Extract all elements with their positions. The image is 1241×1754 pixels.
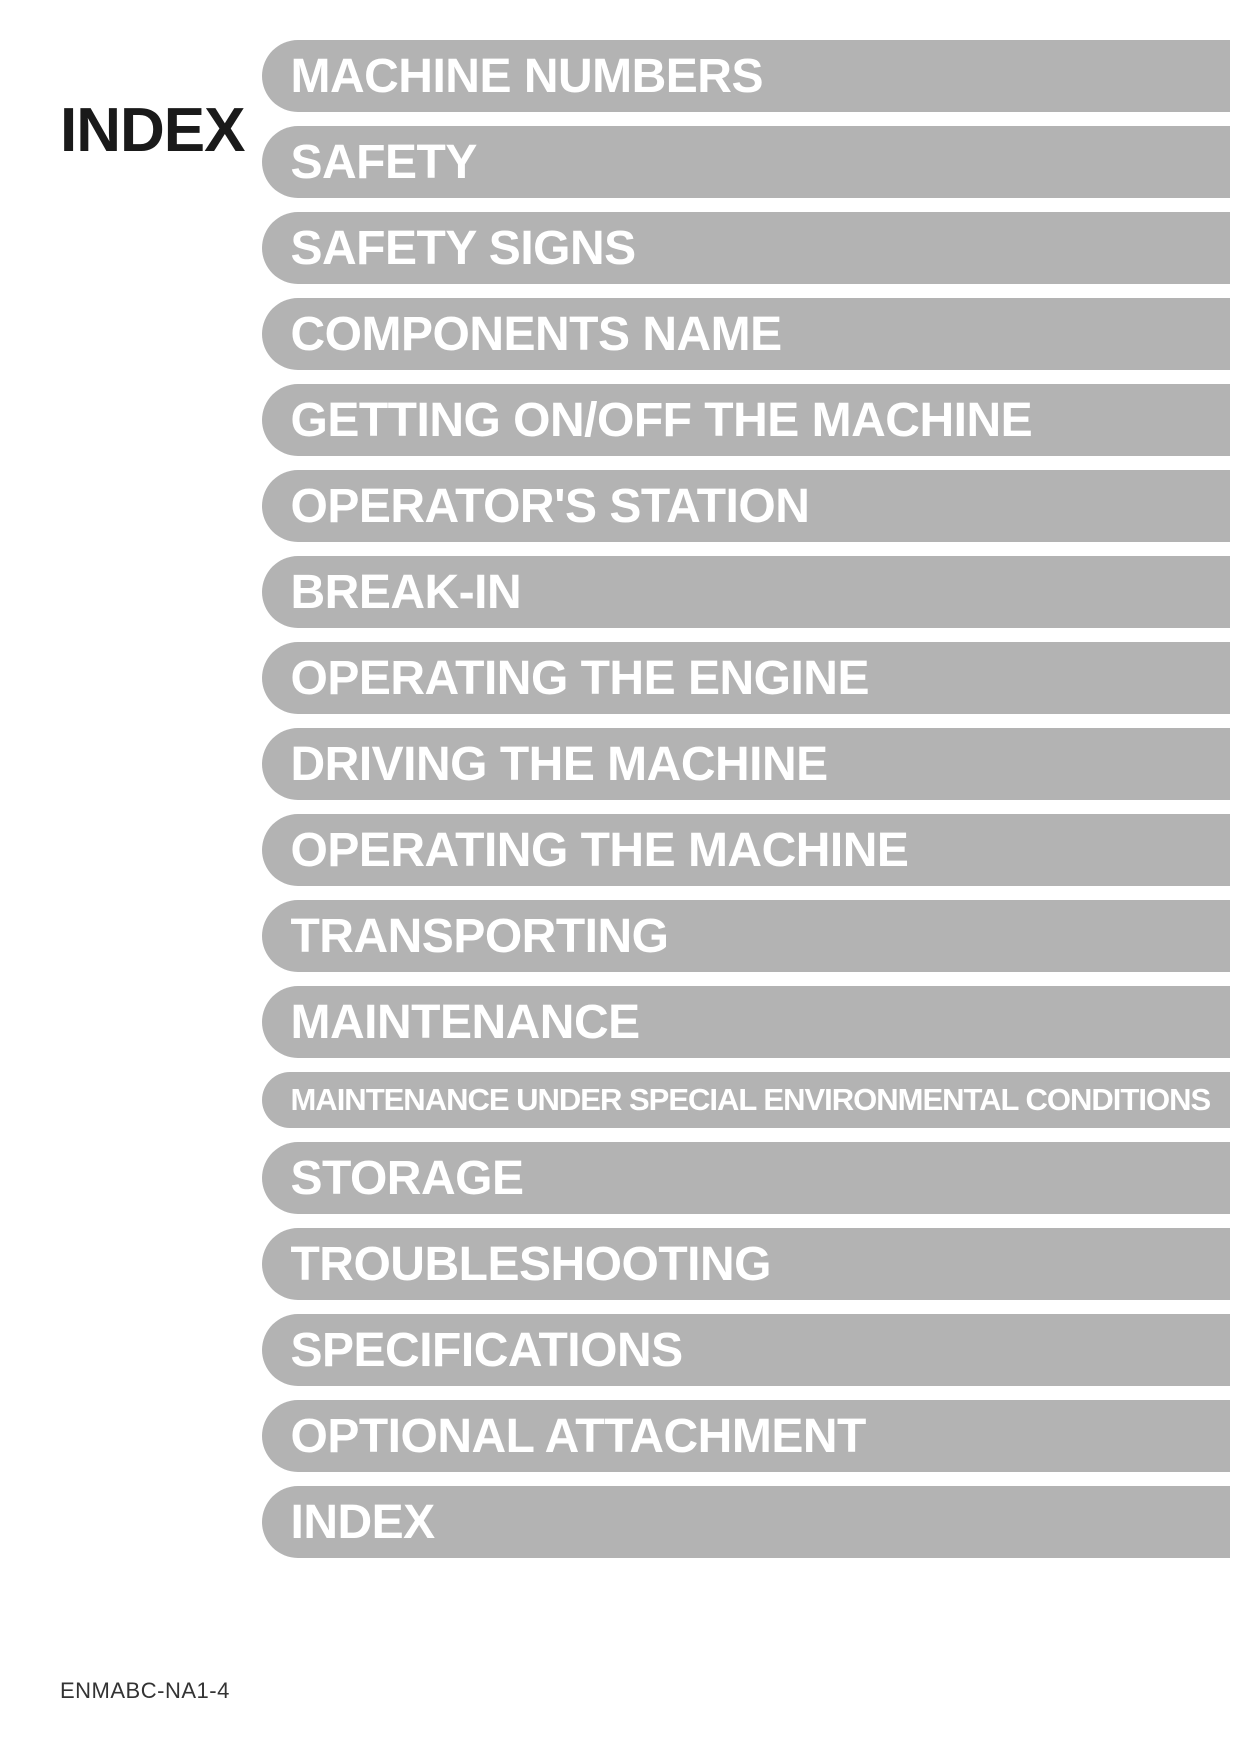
tab-components-name[interactable]: COMPONENTS NAME [262,298,1230,370]
tab-break-in[interactable]: BREAK-IN [262,556,1230,628]
tab-label: TRANSPORTING [290,909,668,964]
tab-label: DRIVING THE MACHINE [290,737,827,792]
tab-driving-machine[interactable]: DRIVING THE MACHINE [262,728,1230,800]
tab-label: STORAGE [290,1151,523,1206]
tab-label: MAINTENANCE [290,995,639,1050]
tab-label: TROUBLESHOOTING [290,1237,771,1292]
tab-label: SAFETY SIGNS [290,221,635,276]
index-page: INDEX MACHINE NUMBERS SAFETY SAFETY SIGN… [0,0,1241,1598]
tab-label: GETTING ON/OFF THE MACHINE [290,393,1032,448]
tab-safety[interactable]: SAFETY [262,126,1230,198]
tab-operating-engine[interactable]: OPERATING THE ENGINE [262,642,1230,714]
tab-label: SAFETY [290,135,476,190]
tab-operators-station[interactable]: OPERATOR'S STATION [262,470,1230,542]
tab-maintenance-special[interactable]: MAINTENANCE UNDER SPECIAL ENVIRONMENTAL … [262,1072,1230,1128]
footer-document-code: ENMABC-NA1-4 [60,1678,230,1704]
tab-machine-numbers[interactable]: MACHINE NUMBERS [262,40,1230,112]
section-tabs-list: MACHINE NUMBERS SAFETY SAFETY SIGNS COMP… [262,40,1230,1558]
tab-label: MAINTENANCE UNDER SPECIAL ENVIRONMENTAL … [290,1082,1210,1118]
tab-label: INDEX [290,1495,434,1550]
tab-label: BREAK-IN [290,565,521,620]
tab-label: OPERATING THE MACHINE [290,823,908,878]
tab-label: COMPONENTS NAME [290,307,781,362]
tab-index[interactable]: INDEX [262,1486,1230,1558]
tab-label: OPERATING THE ENGINE [290,651,869,706]
tab-safety-signs[interactable]: SAFETY SIGNS [262,212,1230,284]
tab-storage[interactable]: STORAGE [262,1142,1230,1214]
tab-transporting[interactable]: TRANSPORTING [262,900,1230,972]
tab-label: SPECIFICATIONS [290,1323,682,1378]
page-title: INDEX [60,95,244,166]
tab-specifications[interactable]: SPECIFICATIONS [262,1314,1230,1386]
tab-maintenance[interactable]: MAINTENANCE [262,986,1230,1058]
tab-operating-machine[interactable]: OPERATING THE MACHINE [262,814,1230,886]
tab-label: OPERATOR'S STATION [290,479,809,534]
tab-optional-attachment[interactable]: OPTIONAL ATTACHMENT [262,1400,1230,1472]
tab-label: MACHINE NUMBERS [290,49,763,104]
tab-troubleshooting[interactable]: TROUBLESHOOTING [262,1228,1230,1300]
tab-getting-on-off[interactable]: GETTING ON/OFF THE MACHINE [262,384,1230,456]
tab-label: OPTIONAL ATTACHMENT [290,1409,865,1464]
